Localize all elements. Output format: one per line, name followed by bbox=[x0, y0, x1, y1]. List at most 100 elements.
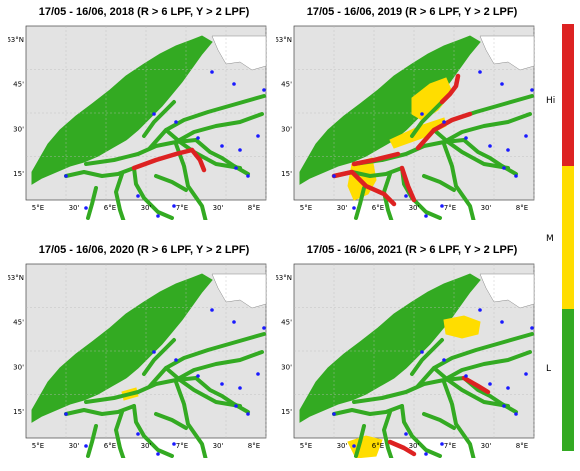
longitude-tick-label: 30' bbox=[69, 204, 80, 212]
longitude-tick-label: 8°E bbox=[248, 204, 260, 212]
longitude-tick-label: 30' bbox=[141, 442, 152, 450]
longitude-tick-label: 30' bbox=[213, 204, 224, 212]
panel-title: 17/05 - 16/06, 2018 (R > 6 LPF, Y > 2 LP… bbox=[38, 6, 250, 18]
fjord-low bbox=[442, 350, 532, 382]
station-marker bbox=[136, 432, 140, 436]
fjord-high bbox=[131, 147, 195, 171]
latitude-tick-label: 63°N bbox=[8, 36, 24, 44]
station-marker bbox=[172, 204, 176, 208]
station-marker bbox=[424, 452, 428, 456]
longitude-tick-label: 30' bbox=[481, 204, 492, 212]
station-marker bbox=[196, 374, 200, 378]
station-marker bbox=[352, 444, 356, 448]
legend-label-high: Hi bbox=[546, 96, 556, 106]
longitude-tick-label: 30' bbox=[213, 442, 224, 450]
station-marker bbox=[332, 412, 336, 416]
longitude-tick-label: 7°E bbox=[444, 442, 456, 450]
map-svg: 5°E 30' 6°E 30' 7°E 30' 8°E 63°N 45' 30' 15' bbox=[276, 263, 535, 458]
fjord-low bbox=[416, 332, 534, 388]
latitude-tick-label: 30' bbox=[281, 125, 292, 133]
station-marker bbox=[84, 444, 88, 448]
station-marker bbox=[232, 82, 236, 86]
station-marker bbox=[220, 382, 224, 386]
map-svg: 5°E 30' 6°E 30' 7°E 30' 8°E 63°N 45' 30' 15' bbox=[8, 25, 267, 220]
latitude-tick-label: 63°N bbox=[276, 36, 292, 44]
longitude-tick-label: 5°E bbox=[300, 204, 312, 212]
longitude-tick-label: 7°E bbox=[444, 204, 456, 212]
station-marker bbox=[174, 358, 178, 362]
fjord-high bbox=[351, 151, 401, 167]
latitude-tick-label: 63°N bbox=[276, 274, 292, 282]
longitude-tick-label: 5°E bbox=[300, 442, 312, 450]
station-marker bbox=[136, 194, 140, 198]
panel-title: 17/05 - 16/06, 2021 (R > 6 LPF, Y > 2 LP… bbox=[306, 244, 518, 256]
fjord-low bbox=[132, 166, 174, 220]
coastal-zone-low bbox=[31, 35, 213, 185]
longitude-tick-label: 5°E bbox=[32, 442, 44, 450]
fjord-low bbox=[174, 380, 208, 458]
station-marker bbox=[488, 382, 492, 386]
station-marker bbox=[256, 134, 260, 138]
coastal-zone-low bbox=[299, 35, 481, 185]
fjord-high bbox=[189, 147, 207, 173]
station-marker bbox=[524, 372, 528, 376]
fjord-high bbox=[461, 375, 491, 395]
station-marker bbox=[84, 206, 88, 210]
fjord-low bbox=[332, 404, 404, 416]
fjord-low bbox=[114, 410, 126, 458]
zone-medium bbox=[443, 315, 481, 339]
legend-medium-segment bbox=[562, 166, 574, 309]
latitude-tick-label: 63°N bbox=[8, 274, 24, 282]
latitude-tick-label: 30' bbox=[13, 125, 24, 133]
northern-land bbox=[211, 273, 267, 309]
longitude-tick-label: 6°E bbox=[104, 442, 116, 450]
fjord-low bbox=[154, 412, 188, 430]
station-marker bbox=[152, 112, 156, 116]
fjord-low bbox=[382, 410, 394, 458]
longitude-tick-label: 30' bbox=[69, 442, 80, 450]
fjord-low bbox=[142, 100, 176, 138]
station-marker bbox=[234, 166, 238, 170]
station-marker bbox=[478, 308, 482, 312]
fjord-low bbox=[422, 412, 456, 430]
fjord-low bbox=[432, 366, 510, 408]
fjord-low bbox=[382, 172, 394, 220]
station-marker bbox=[464, 374, 468, 378]
station-marker bbox=[238, 148, 242, 152]
fjord-low bbox=[442, 112, 532, 144]
station-marker bbox=[500, 82, 504, 86]
longitude-tick-label: 30' bbox=[141, 204, 152, 212]
fjord-low bbox=[410, 338, 444, 376]
station-marker bbox=[530, 88, 534, 92]
station-marker bbox=[156, 452, 160, 456]
coastal-zone-low bbox=[299, 273, 481, 423]
longitude-tick-label: 8°E bbox=[516, 442, 528, 450]
longitude-tick-label: 7°E bbox=[176, 204, 188, 212]
station-marker bbox=[464, 136, 468, 140]
map-panel-2019: 17/05 - 16/06, 2019 (R > 6 LPF, Y > 2 LP… bbox=[276, 6, 548, 224]
station-marker bbox=[424, 214, 428, 218]
station-marker bbox=[156, 214, 160, 218]
station-marker bbox=[172, 442, 176, 446]
station-marker bbox=[420, 112, 424, 116]
longitude-tick-label: 6°E bbox=[372, 204, 384, 212]
panel-title: 17/05 - 16/06, 2019 (R > 6 LPF, Y > 2 LP… bbox=[306, 6, 518, 18]
station-marker bbox=[442, 120, 446, 124]
station-marker bbox=[196, 136, 200, 140]
station-marker bbox=[352, 206, 356, 210]
station-marker bbox=[220, 144, 224, 148]
fjord-high bbox=[331, 169, 397, 207]
fjord-low bbox=[64, 166, 136, 178]
northern-land bbox=[479, 273, 535, 309]
fjord-low bbox=[174, 112, 264, 144]
legend-high-segment bbox=[562, 24, 574, 166]
latitude-tick-label: 45' bbox=[281, 81, 292, 89]
legend-label-low: L bbox=[546, 364, 552, 374]
longitude-tick-label: 6°E bbox=[372, 442, 384, 450]
latitude-tick-label: 30' bbox=[13, 363, 24, 371]
fjord-low bbox=[154, 174, 188, 192]
station-marker bbox=[262, 326, 266, 330]
coastal-zone-low bbox=[31, 273, 213, 423]
fjord-low bbox=[432, 128, 510, 170]
fjord-low bbox=[148, 94, 266, 150]
